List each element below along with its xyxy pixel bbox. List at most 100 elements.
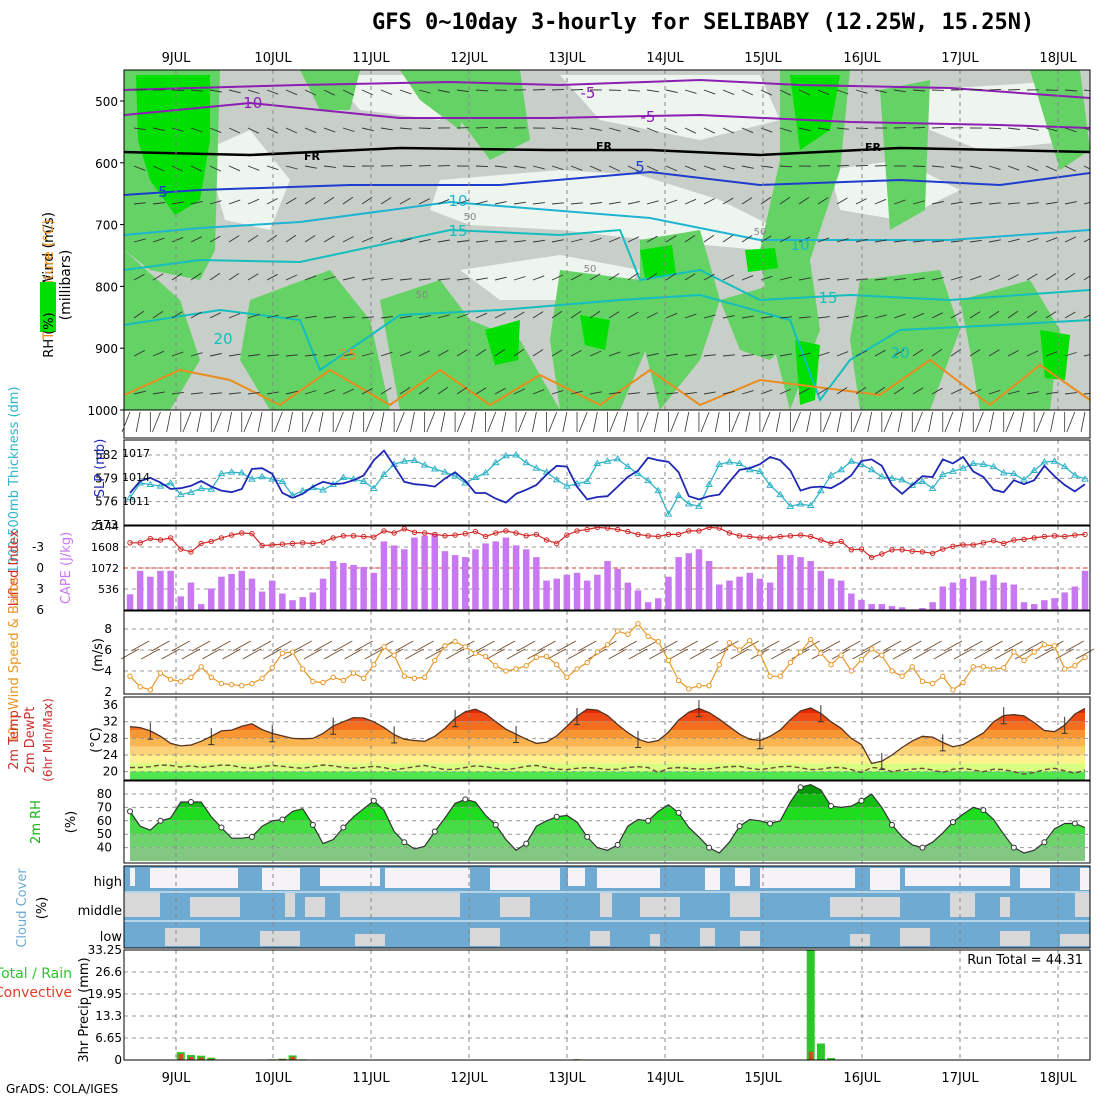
wind-barb-195	[931, 201, 944, 205]
wind-barb-105	[190, 165, 202, 172]
wind-barb-321	[418, 315, 431, 319]
cloud-low-gap-9	[900, 928, 930, 946]
thickness-point-70	[837, 465, 846, 473]
wind10m-barb-69	[821, 640, 841, 652]
wind10m-barb-20	[323, 648, 343, 660]
surface-barb-64	[775, 411, 781, 433]
wind10m-point-28	[411, 675, 418, 682]
wind10m-barb-55	[679, 640, 698, 652]
thickness-point-88	[1020, 475, 1028, 483]
wind-barb-5	[228, 89, 241, 94]
slp-label: SLP (mb)	[93, 439, 108, 498]
xlabel-top-13JUL: 13JUL	[548, 51, 586, 66]
cape-bar-57	[705, 561, 713, 610]
cape-bar-85	[990, 574, 997, 610]
wind-barb-417	[304, 390, 317, 395]
rh-moist-region-9	[850, 270, 960, 410]
wind10m-point-48	[614, 628, 621, 634]
rh2m-point-72	[858, 797, 865, 804]
cape-bar-26	[390, 545, 398, 610]
cape-tick-536: 536	[98, 583, 119, 596]
cape-bar-81	[949, 582, 957, 610]
wind-barb-252	[1045, 237, 1058, 243]
wind10m-barb-5	[171, 640, 191, 652]
wind-barb-145	[950, 165, 963, 169]
xlabel-top-18JUL: 18JUL	[1039, 51, 1077, 66]
wind10m-barb-50	[628, 648, 648, 660]
wind-tick-2: 2	[104, 685, 112, 699]
wind-barb-177	[589, 202, 602, 205]
temp-band-34	[130, 708, 1085, 714]
wind10m-barb-19	[313, 640, 333, 652]
wind-barb-326	[513, 311, 525, 319]
wind-barb-287	[741, 275, 754, 281]
wind-barb-383	[627, 352, 640, 357]
wind-barb-29	[684, 89, 697, 94]
rh-band-30	[130, 847, 1085, 861]
li-point-87	[1011, 537, 1017, 543]
wind10m-barb-24	[364, 648, 384, 660]
wind10m-point-62	[757, 650, 763, 656]
wind10m-point-89	[1031, 649, 1037, 655]
wind-barb-355	[1064, 311, 1076, 319]
cloud-high-gap-12	[905, 868, 1010, 886]
cloud-mid-gap-8	[730, 893, 760, 917]
contour-label-16: 50	[754, 227, 767, 238]
li-point-25	[381, 528, 387, 534]
wind-barb-364	[266, 354, 279, 357]
wind-barb-261	[247, 273, 259, 281]
li-point-9	[218, 535, 225, 541]
wind-barb-126	[589, 165, 602, 172]
wind-barb-76	[608, 127, 621, 132]
wind-barb-350	[969, 311, 981, 319]
wind-barb-368	[342, 353, 355, 357]
li-point-56	[696, 528, 702, 534]
wind-barb-164	[342, 196, 354, 205]
cloud-high-gap-4	[385, 868, 470, 888]
li-point-28	[411, 529, 418, 535]
thickness-point-50	[634, 469, 642, 477]
wind-barb-303	[1045, 273, 1057, 281]
wind-barb-44	[969, 89, 983, 91]
wind10m-barb-43	[557, 640, 577, 652]
thickness-point-76	[898, 475, 907, 483]
thickness-point-53	[664, 510, 673, 517]
wind-barb-218	[399, 238, 412, 243]
wind-barb-373	[437, 349, 449, 357]
wind-barb-174	[532, 202, 545, 205]
wind-barb-199	[1007, 202, 1020, 205]
wind-barb-431	[570, 390, 583, 395]
li-point-52	[655, 533, 661, 540]
contour-label-17: 50	[584, 264, 597, 275]
thickness-point-79	[928, 484, 937, 491]
cape-bar-68	[817, 570, 825, 610]
cape-bar-18	[309, 592, 317, 610]
thickness-point-82	[959, 464, 967, 471]
wind-barb-181	[665, 199, 678, 205]
wind10m-barb-73	[862, 640, 881, 652]
wind10m-point-81	[950, 687, 956, 693]
wind-barb-69	[475, 126, 489, 129]
wind-barb-325	[494, 312, 506, 319]
wind10m-barb-87	[1004, 640, 1024, 652]
cloud-low-gap-10	[1000, 931, 1030, 946]
wind-barb-309	[190, 311, 202, 319]
upper-ytick-700: 700	[95, 219, 118, 233]
li-point-82	[960, 542, 966, 548]
wind10m-barb-54	[669, 648, 688, 660]
li-point-94	[1082, 531, 1088, 538]
wind-barb-18	[475, 89, 489, 92]
wind10m-point-76	[899, 673, 905, 679]
panel-frame-5	[123, 780, 1091, 864]
cape-bar-23	[360, 566, 367, 610]
li-point-69	[828, 540, 834, 547]
wind-barb-262	[266, 273, 278, 281]
wind10m-point-65	[787, 659, 794, 666]
surface-barb-61	[745, 411, 751, 433]
wind-barb-388	[722, 354, 735, 357]
surface-barb-4	[166, 411, 172, 433]
surface-barb-94	[1080, 411, 1086, 433]
rh-moist-region-8	[720, 280, 800, 360]
thickness-point-32	[451, 472, 459, 479]
wind10m-point-82	[960, 679, 966, 686]
